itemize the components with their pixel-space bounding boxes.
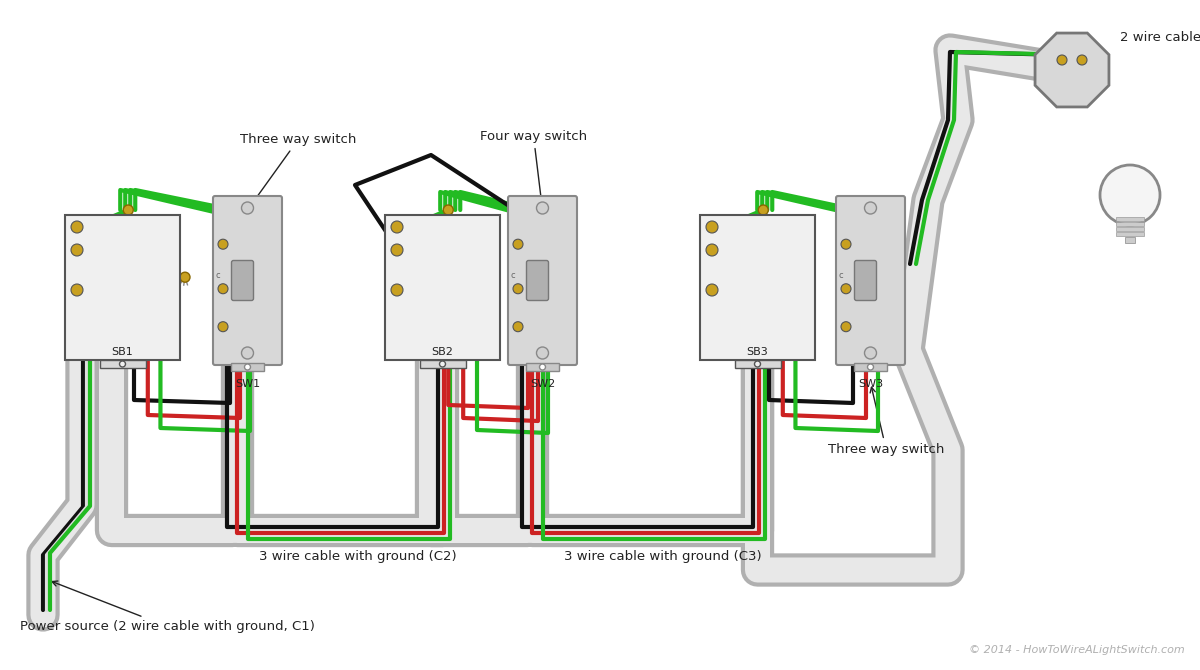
Circle shape: [536, 347, 548, 359]
Circle shape: [218, 239, 228, 249]
Bar: [1116, 232, 1144, 236]
Text: SB1: SB1: [112, 347, 133, 357]
Circle shape: [475, 272, 485, 282]
Circle shape: [540, 364, 546, 370]
Text: SW1: SW1: [235, 379, 260, 389]
Circle shape: [180, 272, 190, 282]
Polygon shape: [1036, 33, 1109, 107]
Text: c: c: [839, 271, 844, 279]
Circle shape: [864, 347, 876, 359]
Circle shape: [841, 322, 851, 332]
Text: Four way switch: Four way switch: [480, 130, 587, 206]
Bar: [734, 360, 780, 368]
Circle shape: [514, 284, 523, 293]
Circle shape: [536, 202, 548, 214]
Circle shape: [71, 244, 83, 256]
FancyBboxPatch shape: [836, 196, 905, 365]
Circle shape: [439, 361, 445, 367]
Circle shape: [864, 202, 876, 214]
Circle shape: [71, 284, 83, 296]
Circle shape: [514, 322, 523, 332]
FancyBboxPatch shape: [854, 261, 876, 301]
Bar: [1116, 227, 1144, 231]
Text: 2 wire cable with ground (C4): 2 wire cable with ground (C4): [1120, 31, 1200, 44]
Circle shape: [245, 364, 251, 370]
Circle shape: [218, 322, 228, 332]
Bar: [420, 360, 466, 368]
Circle shape: [706, 221, 718, 233]
Circle shape: [391, 284, 403, 296]
Text: 3 wire cable with ground (C2): 3 wire cable with ground (C2): [259, 550, 456, 563]
Text: © 2014 - HowToWireALightSwitch.com: © 2014 - HowToWireALightSwitch.com: [970, 645, 1186, 655]
Bar: [700, 215, 815, 360]
Text: SW3: SW3: [858, 379, 883, 389]
Circle shape: [841, 284, 851, 293]
Circle shape: [391, 221, 403, 233]
Bar: [232, 363, 264, 371]
Circle shape: [706, 244, 718, 256]
Text: c: c: [511, 271, 515, 279]
Text: 3 wire cable with ground (C3): 3 wire cable with ground (C3): [564, 550, 761, 563]
Bar: [527, 363, 559, 371]
FancyBboxPatch shape: [527, 261, 548, 301]
Circle shape: [391, 244, 403, 256]
Circle shape: [706, 284, 718, 296]
Bar: [385, 215, 500, 360]
Circle shape: [514, 239, 523, 249]
Text: SB2: SB2: [432, 347, 454, 357]
Circle shape: [755, 361, 761, 367]
Text: Three way switch: Three way switch: [828, 387, 944, 456]
Text: SB3: SB3: [746, 347, 768, 357]
Circle shape: [124, 205, 133, 215]
Circle shape: [443, 205, 454, 215]
Circle shape: [218, 284, 228, 293]
Bar: [1126, 237, 1135, 243]
Circle shape: [803, 272, 814, 282]
Bar: [65, 215, 180, 360]
Circle shape: [1078, 55, 1087, 65]
Bar: [854, 363, 887, 371]
Text: Power source (2 wire cable with ground, C1): Power source (2 wire cable with ground, …: [20, 581, 314, 633]
FancyBboxPatch shape: [214, 196, 282, 365]
FancyBboxPatch shape: [232, 261, 253, 301]
Text: Three way switch: Three way switch: [240, 133, 356, 206]
Circle shape: [241, 202, 253, 214]
Bar: [100, 360, 145, 368]
Circle shape: [841, 239, 851, 249]
Circle shape: [1100, 165, 1160, 225]
Circle shape: [71, 221, 83, 233]
Circle shape: [1057, 55, 1067, 65]
Text: SW2: SW2: [530, 379, 556, 389]
Circle shape: [241, 347, 253, 359]
Bar: [1116, 217, 1144, 221]
FancyBboxPatch shape: [508, 196, 577, 365]
Bar: [1116, 222, 1144, 226]
Circle shape: [758, 205, 768, 215]
Circle shape: [868, 364, 874, 370]
Text: c: c: [216, 271, 221, 279]
Circle shape: [120, 361, 126, 367]
